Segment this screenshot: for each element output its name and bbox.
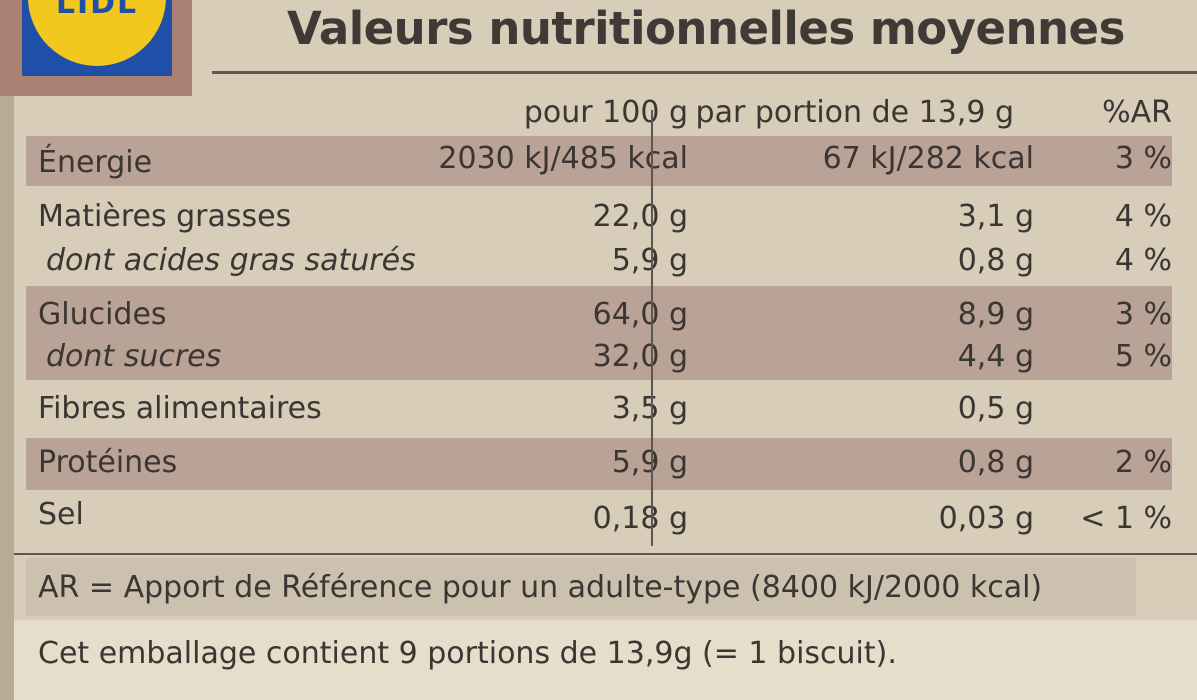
- nutrient-name: dont acides gras saturés: [46, 243, 416, 278]
- value-ar: 4 %: [1114, 243, 1172, 278]
- header-ar: %AR: [1102, 95, 1172, 130]
- value-ar: 3 %: [1114, 297, 1172, 332]
- value-ar: 4 %: [1114, 199, 1172, 234]
- left-edge-strip: [0, 96, 14, 700]
- nutrient-name: Sel: [38, 497, 84, 532]
- title-divider: [212, 71, 1197, 74]
- value-per100: 5,9 g: [611, 445, 688, 480]
- value-portion: 0,8 g: [957, 243, 1034, 278]
- value-portion: 8,9 g: [957, 297, 1034, 332]
- header-per100: pour 100 g: [523, 95, 688, 130]
- nutrient-name: Fibres alimentaires: [38, 391, 322, 426]
- value-per100: 3,5 g: [611, 391, 688, 426]
- nutrient-name: Énergie: [38, 145, 153, 180]
- value-ar: < 1 %: [1080, 501, 1172, 536]
- value-portion: 0,8 g: [957, 445, 1034, 480]
- logo-frame: LIDL: [0, 0, 192, 96]
- packaging-text: Cet emballage contient 9 portions de 13,…: [38, 636, 897, 671]
- nutrient-name: Matières grasses: [38, 199, 292, 234]
- footnote-text: AR = Apport de Référence pour un adulte-…: [38, 570, 1043, 605]
- table-row: Matières grasses 22,0 g 3,1 g 4 %: [26, 196, 1172, 246]
- page-title: Valeurs nutritionnelles moyennes: [287, 2, 1125, 55]
- table-row: dont acides gras saturés 5,9 g 0,8 g 4 %: [26, 242, 1172, 292]
- nutrition-table: pour 100 g par portion de 13,9 g %AR Éne…: [26, 84, 1197, 558]
- table-header-row: pour 100 g par portion de 13,9 g %AR: [26, 90, 1172, 140]
- column-divider: [651, 110, 653, 546]
- header-portion: par portion de 13,9 g: [695, 95, 1014, 130]
- table-row: Fibres alimentaires 3,5 g 0,5 g: [26, 384, 1172, 434]
- value-portion: 0,03 g: [938, 501, 1034, 536]
- table-row: Sel 0,18 g 0,03 g < 1 %: [26, 494, 1172, 544]
- value-ar: 3 %: [1114, 141, 1172, 176]
- logo-text: LIDL: [55, 0, 139, 21]
- value-portion: 4,4 g: [957, 339, 1034, 374]
- value-per100: 32,0 g: [592, 339, 688, 374]
- value-per100: 5,9 g: [611, 243, 688, 278]
- value-portion: 0,5 g: [957, 391, 1034, 426]
- value-per100: 0,18 g: [592, 501, 688, 536]
- reference-footnote: AR = Apport de Référence pour un adulte-…: [26, 558, 1136, 616]
- value-portion: 67 kJ/282 kcal: [822, 141, 1034, 176]
- nutrient-name: dont sucres: [46, 339, 222, 374]
- table-bottom-divider: [14, 553, 1197, 555]
- table-row: Énergie 2030 kJ/485 kcal 67 kJ/282 kcal …: [26, 136, 1172, 186]
- packaging-info: Cet emballage contient 9 portions de 13,…: [14, 620, 1197, 700]
- value-ar: 5 %: [1114, 339, 1172, 374]
- value-per100: 2030 kJ/485 kcal: [438, 141, 688, 176]
- table-row-group: Glucides 64,0 g 8,9 g 3 % dont sucres 32…: [26, 286, 1172, 380]
- nutrient-name: Glucides: [38, 297, 167, 332]
- lidl-logo: LIDL: [22, 0, 172, 76]
- value-portion: 3,1 g: [957, 199, 1034, 234]
- value-per100: 64,0 g: [592, 297, 688, 332]
- value-per100: 22,0 g: [592, 199, 688, 234]
- table-row: Protéines 5,9 g 0,8 g 2 %: [26, 438, 1172, 490]
- value-ar: 2 %: [1114, 445, 1172, 480]
- nutrient-name: Protéines: [38, 445, 178, 480]
